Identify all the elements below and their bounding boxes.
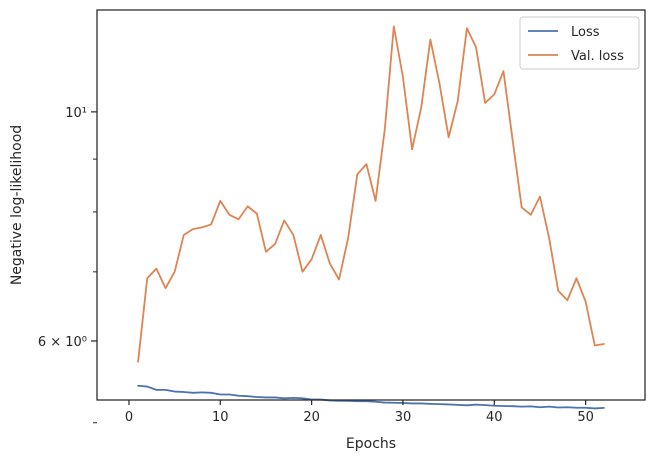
x-tick-label: 50 [577,410,594,425]
x-tick-label: 40 [486,410,503,425]
axes-frame [96,9,646,401]
x-tick-label: 0 [125,410,133,425]
series-line-loss [137,384,605,410]
series-lines [137,25,605,410]
x-tick-label: 30 [395,410,412,425]
y-tick-label: 6 × 10⁰ [38,335,87,350]
y-axis-label: Negative log-likelihood [9,125,25,285]
series-line-val-loss [137,25,605,363]
x-tick-label: 10 [212,410,229,425]
legend: Loss Val. loss [519,16,640,70]
y-axis: 6 × 10⁰ 10¹ [38,106,97,424]
x-axis: 0 10 20 30 40 50 [125,400,594,425]
x-tick-label: 20 [303,410,320,425]
x-axis-label: Epochs [346,436,396,452]
legend-label-val-loss: Val. loss [571,49,624,64]
legend-box [519,16,640,70]
legend-label-loss: Loss [571,25,600,40]
y-tick-label: 10¹ [65,106,87,121]
